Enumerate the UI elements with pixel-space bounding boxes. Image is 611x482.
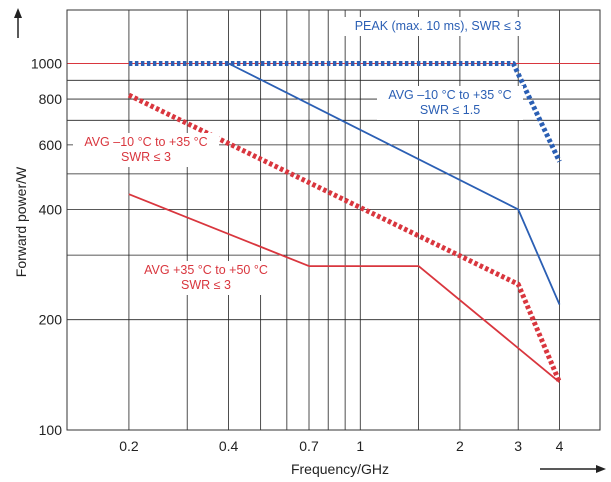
y-tick-label: 100 (39, 422, 63, 438)
y-tick-label: 800 (39, 91, 63, 107)
annotation-background (377, 86, 523, 120)
x-axis-label: Frequency/GHz (291, 461, 389, 477)
series-line-2 (228, 62, 561, 305)
y-axis-label: Forward power/W (13, 166, 29, 277)
series-line-3 (127, 92, 562, 384)
x-axis-arrow (540, 465, 606, 473)
annotation-text: AVG +35 °C to +50 °C (144, 263, 268, 277)
y-ticks: 100 200 400 600 800 1000 (31, 56, 62, 438)
y-tick-label: 1000 (31, 56, 62, 72)
annotation-text: SWR ≤ 3 (121, 150, 171, 164)
plot-frame (66, 9, 601, 431)
annotation-text: SWR ≤ 3 (181, 278, 231, 292)
annotation-text: AVG –10 °C to +35 °C (388, 88, 511, 102)
annotation-background (344, 17, 532, 36)
annotation-text: PEAK (max. 10 ms), SWR ≤ 3 (355, 19, 522, 33)
annotation-background (133, 261, 279, 295)
y-tick-label: 400 (39, 201, 63, 217)
series-line-4 (128, 193, 561, 383)
x-tick-label: 0.4 (219, 438, 239, 454)
x-ticks: 0.2 0.4 0.7 1 2 3 4 (119, 438, 563, 454)
plot-background (67, 10, 600, 430)
x-tick-label: 3 (514, 438, 522, 454)
series-line-1 (128, 61, 562, 163)
x-tick-label: 0.7 (299, 438, 319, 454)
annotation-text: AVG –10 °C to +35 °C (84, 135, 207, 149)
x-tick-label: 2 (456, 438, 464, 454)
x-tick-label: 0.2 (119, 438, 139, 454)
x-tick-label: 1 (356, 438, 364, 454)
x-tick-label: 4 (556, 438, 564, 454)
series-layer (127, 61, 562, 384)
y-tick-label: 600 (39, 137, 63, 153)
y-tick-label: 200 (39, 312, 63, 328)
annotations: PEAK (max. 10 ms), SWR ≤ 3 AVG –10 °C to … (73, 17, 532, 295)
annotation-background (73, 133, 219, 167)
annotation-1: PEAK (max. 10 ms), SWR ≤ 3 (344, 17, 532, 36)
y-axis-arrow (14, 8, 22, 38)
annotation-text: SWR ≤ 1.5 (420, 103, 480, 117)
